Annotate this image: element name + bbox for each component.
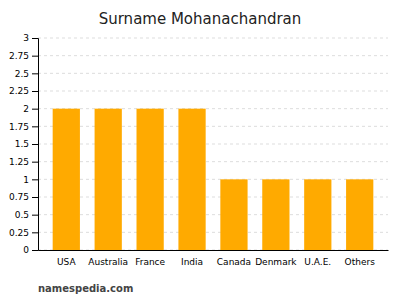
y-tick-label: 2.75 [9,51,29,61]
x-tick-label: India [181,257,203,267]
y-tick-mark [32,73,38,74]
bars [53,109,374,250]
grid-line [38,144,388,145]
y-tick: 3 [23,33,38,43]
x-tick-label: U.A.E. [304,257,331,267]
y-tick-mark [32,109,38,110]
y-tick-label: 2 [23,104,29,114]
x-tick: Australia [88,257,128,267]
y-tick-label: 2.5 [15,69,29,79]
y-tick-mark [32,38,38,39]
grid-line [38,91,388,92]
bar [220,179,247,250]
y-tick-mark [32,250,38,251]
y-tick-mark [32,144,38,145]
footer: namespedia.com [38,283,133,294]
y-tick: 1.5 [15,139,38,149]
y-tick-mark [32,91,38,92]
bar [304,179,331,250]
y-tick-label: 1.5 [15,139,29,149]
y-tick-mark [32,232,38,233]
x-tick-label: Others [345,257,376,267]
y-tick-label: 1.75 [9,122,29,132]
x-tick: USA [57,257,76,267]
x-tick: India [181,257,203,267]
chart-container: USA Australia France India Canada Denmark U.A.… [0,0,400,300]
y-axis: 0 0.25 0.5 0.75 1 1.25 1.5 1.75 2 2.25 2.5 2.75 3 [9,33,39,255]
y-tick-mark [32,179,38,180]
grid-line [38,214,388,215]
y-tick-mark [32,126,38,127]
grid-line [38,38,388,39]
y-tick: 1 [23,175,38,185]
grid-line [38,161,388,162]
x-tick-label: USA [57,257,76,267]
y-tick: 1.25 [9,157,38,167]
bar [137,109,164,250]
y-tick-mark [32,197,38,198]
y-tick: 2.5 [15,69,38,79]
y-tick: 0.75 [9,192,38,202]
x-tick: Denmark [255,257,297,267]
bar [178,109,205,250]
y-tick: 0.25 [9,228,38,238]
x-tick-label: Australia [88,257,128,267]
x-tick: Others [345,257,376,267]
grid-line [38,250,388,251]
x-tick-label: France [135,257,165,267]
bar [95,109,122,250]
title: Surname Mohanachandran [99,10,302,28]
grid-line [38,232,388,233]
y-tick-label: 0.25 [9,228,29,238]
y-axis-line [32,39,39,251]
y-tick: 2.25 [9,86,38,96]
grid [38,38,388,250]
bar [346,179,373,250]
grid-line [38,108,388,109]
x-axis: USA Australia France India Canada Denmark U.A.… [39,251,389,268]
x-axis-line [39,250,389,251]
grid-line [38,55,388,56]
y-tick-label: 1.25 [9,157,29,167]
y-tick-mark [32,215,38,216]
y-tick: 0.5 [15,210,38,220]
grid-line [38,126,388,127]
y-tick-label: 3 [23,33,29,43]
x-tick: Canada [217,257,251,267]
y-tick: 2 [23,104,38,114]
bar [262,179,289,250]
x-tick: U.A.E. [304,257,331,267]
y-tick-mark [32,162,38,163]
y-tick: 1.75 [9,122,38,132]
y-tick-label: 0.5 [15,210,29,220]
grid-line [38,179,388,180]
grid-line [38,197,388,198]
y-tick: 2.75 [9,51,38,61]
y-tick-mark [32,56,38,57]
y-tick-label: 0 [23,245,29,255]
x-tick-label: Canada [217,257,251,267]
y-tick-label: 2.25 [9,86,29,96]
x-tick: France [135,257,165,267]
x-tick-label: Denmark [255,257,297,267]
y-tick-label: 1 [23,175,29,185]
chart-svg: USA Australia France India Canada Denmark U.A.… [0,0,400,300]
grid-line [38,73,388,74]
y-tick: 0 [23,245,38,255]
bar [53,109,80,250]
y-tick-label: 0.75 [9,192,29,202]
